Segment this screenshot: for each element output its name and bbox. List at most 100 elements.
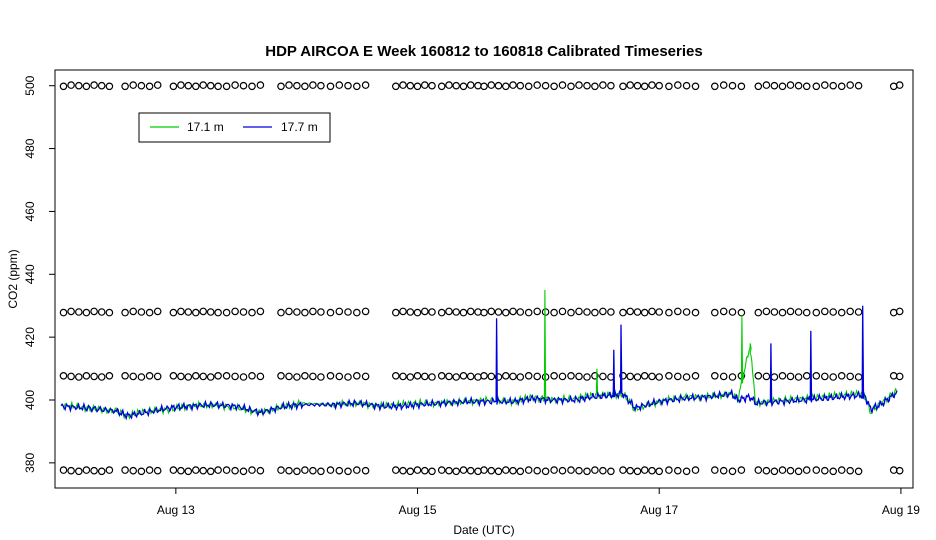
calibration-point	[309, 466, 317, 475]
calibration-point	[633, 373, 642, 381]
calibration-point	[420, 81, 429, 89]
calibration-point	[619, 371, 627, 380]
y-tick-label: 380	[23, 453, 37, 473]
calibration-point	[344, 81, 352, 90]
calibration-point	[399, 372, 407, 381]
calibration-point	[626, 81, 635, 89]
calibration-point	[480, 371, 488, 380]
calibration-point	[420, 466, 429, 475]
y-tick-label: 440	[23, 264, 37, 284]
calibration-point	[640, 308, 649, 317]
calibration-point	[459, 466, 468, 474]
calibration-point	[121, 308, 129, 317]
calibration-point	[445, 372, 453, 381]
calibration-point	[326, 82, 335, 91]
calibration-point	[137, 81, 146, 90]
calibration-point	[121, 466, 129, 474]
calibration-point	[480, 82, 488, 91]
calibration-point	[533, 466, 542, 475]
calibration-point	[648, 307, 656, 316]
calibration-point	[516, 467, 525, 476]
calibration-point	[59, 308, 68, 317]
calibration-point	[428, 467, 436, 476]
calibration-point	[533, 372, 542, 381]
calibration-point	[648, 81, 656, 89]
calibration-point	[691, 466, 700, 474]
calibration-point	[129, 372, 138, 381]
calibration-point	[591, 466, 599, 474]
calibration-point	[256, 466, 265, 475]
calibration-point	[583, 467, 591, 476]
calibration-point	[285, 307, 293, 316]
calibration-point	[626, 307, 635, 316]
calibration-point	[222, 308, 231, 317]
calibration-point	[59, 466, 68, 474]
calibration-point	[786, 307, 795, 316]
calibration-point	[129, 307, 138, 316]
calibration-point	[352, 466, 361, 474]
calibration-point	[428, 373, 436, 381]
calibration-point	[665, 308, 673, 317]
calibration-point	[293, 308, 301, 316]
calibration-point	[846, 307, 855, 316]
y-axis: 380 400 420 440 460 480 500	[23, 75, 55, 473]
calibration-point	[710, 466, 719, 474]
calibration-point	[169, 371, 178, 380]
calibration-point	[459, 82, 468, 91]
calibration-point	[192, 371, 200, 380]
calibration-point	[335, 81, 344, 89]
calibration-point	[75, 308, 83, 316]
calibration-point	[509, 307, 517, 316]
x-tick-label: Aug 13	[157, 503, 195, 517]
calibration-point	[459, 371, 468, 380]
calibration-point	[509, 81, 517, 89]
calibration-point	[75, 81, 83, 90]
calibration-point	[829, 373, 838, 381]
calibration-point	[239, 81, 248, 90]
y-tick-label: 400	[23, 390, 37, 410]
calibration-point	[452, 81, 461, 90]
calibration-point	[682, 373, 691, 381]
calibration-point	[575, 307, 583, 316]
calibration-point	[778, 82, 787, 91]
calibration-point	[895, 307, 904, 316]
calibration-point	[494, 467, 503, 476]
calibration-point	[352, 308, 361, 317]
calibration-point	[728, 467, 737, 476]
calibration-point	[90, 81, 98, 89]
calibration-point	[317, 308, 325, 316]
calibration-point	[533, 81, 542, 89]
calibration-point	[206, 81, 215, 90]
calibration-point	[626, 466, 635, 475]
calibration-point	[399, 81, 407, 89]
calibration-point	[239, 308, 248, 316]
calibration-point	[361, 307, 370, 316]
calibration-point	[293, 373, 301, 381]
calibration-point	[550, 82, 558, 91]
calibration-point	[256, 307, 265, 316]
calibration-point	[399, 307, 407, 316]
calibration-point	[633, 308, 642, 316]
calibration-point	[591, 308, 599, 317]
calibration-point	[466, 81, 475, 89]
calibration-point	[445, 307, 453, 316]
calibration-point	[633, 81, 642, 90]
calibration-point	[413, 371, 422, 380]
calibration-point	[794, 373, 803, 381]
calibration-point	[285, 372, 293, 381]
calibration-point	[648, 372, 656, 381]
calibration-point	[199, 372, 208, 381]
calibration-point	[406, 373, 415, 381]
calibration-point	[655, 81, 664, 90]
calibration-point	[177, 466, 185, 475]
calibration-point	[301, 466, 309, 474]
calibration-point	[820, 307, 829, 316]
calibration-point	[501, 82, 510, 91]
calibration-point	[487, 372, 496, 381]
calibration-point	[820, 466, 829, 475]
y-tick-label: 500	[23, 75, 37, 95]
calibration-point	[301, 308, 309, 317]
calibration-point	[673, 307, 682, 316]
calibration-point	[710, 308, 719, 317]
